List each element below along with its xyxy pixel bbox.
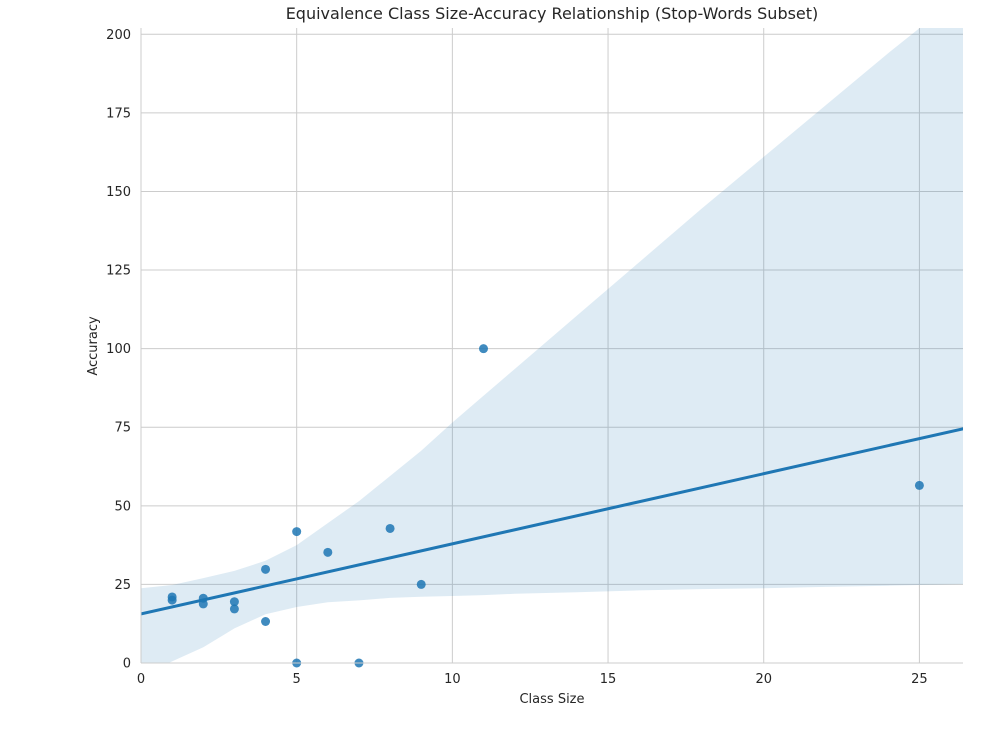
y-axis-label: Accuracy: [86, 316, 101, 376]
x-tick-label: 25: [911, 672, 928, 687]
data-point: [914, 480, 924, 490]
grid-lines: [140, 28, 963, 664]
data-point: [416, 579, 426, 589]
data-point: [323, 547, 333, 557]
x-tick-label: 10: [444, 672, 461, 687]
y-tick-label: 0: [123, 657, 131, 672]
data-point: [292, 527, 302, 537]
y-tick-labels: 0 25 50 75 100 125 150 175 200: [106, 28, 131, 672]
y-tick-label: 50: [114, 499, 131, 514]
data-point: [385, 523, 395, 533]
data-point: [261, 617, 271, 627]
confidence-band: [141, 28, 963, 663]
x-tick-labels: 0 5 10 15 20 25: [137, 672, 928, 687]
data-point: [167, 595, 177, 605]
data-point: [229, 597, 239, 607]
y-tick-label: 100: [106, 342, 131, 357]
y-tick-label: 75: [114, 421, 131, 436]
y-tick-label: 150: [106, 185, 131, 200]
x-tick-label: 20: [755, 672, 772, 687]
data-point: [479, 344, 488, 354]
chart-title: Equivalence Class Size-Accuracy Relation…: [286, 4, 819, 23]
y-tick-label: 175: [106, 106, 131, 121]
data-point: [229, 604, 239, 614]
regression-line-group: [141, 427, 963, 616]
axes: [140, 28, 963, 664]
y-tick-label: 200: [106, 28, 131, 43]
y-tick-label: 125: [106, 264, 131, 279]
data-points: [167, 344, 924, 668]
data-point: [261, 564, 271, 574]
confidence-band-group: [141, 28, 963, 663]
x-axis-label: Class Size: [519, 692, 584, 707]
data-point: [198, 599, 208, 609]
y-tick-label: 25: [114, 578, 131, 593]
x-tick-label: 0: [137, 672, 145, 687]
x-tick-label: 5: [293, 672, 301, 687]
x-tick-label: 15: [600, 672, 617, 687]
regression-line: [141, 427, 963, 616]
